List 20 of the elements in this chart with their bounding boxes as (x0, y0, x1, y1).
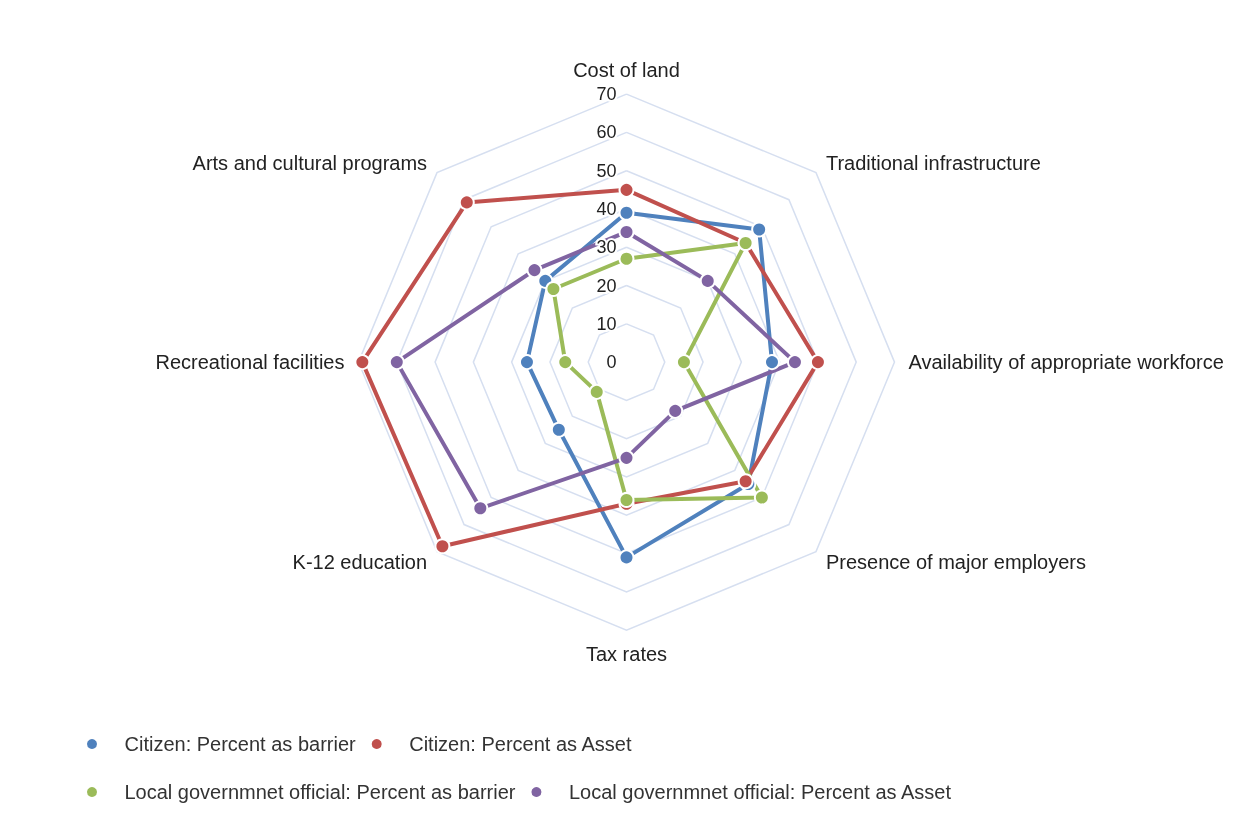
y-tick-label: 10 (596, 313, 617, 334)
legend-label: Local governmnet official: Percent as barrier (124, 781, 516, 803)
y-tick-label: 30 (596, 237, 617, 258)
y-tick-label: 40 (596, 198, 617, 219)
spoke-label: Tax rates (585, 643, 668, 666)
y-tick-label: 0 (606, 352, 617, 373)
y-tick-label: 70 (596, 84, 617, 105)
y-tick-label: 20 (596, 275, 617, 296)
spoke-label: K-12 education (292, 550, 428, 573)
legend-label: Local governmnet official: Percent as Asset (568, 781, 952, 803)
spoke-label: Arts and cultural programs (192, 151, 428, 174)
y-tick-label: 50 (596, 160, 617, 181)
spoke-label: Cost of land (573, 59, 680, 82)
spoke-label: Recreational facilities (155, 351, 345, 374)
spoke-label: Presence of major employers (825, 550, 1087, 573)
spoke-label: Availability of appropriate workforce (908, 351, 1224, 374)
legend-label: Citizen: Percent as barrier (124, 733, 357, 755)
legend-label: Citizen: Percent as Asset (409, 733, 632, 755)
y-tick-label: 60 (596, 122, 617, 143)
spoke-label: Traditional infrastructure (825, 151, 1041, 174)
